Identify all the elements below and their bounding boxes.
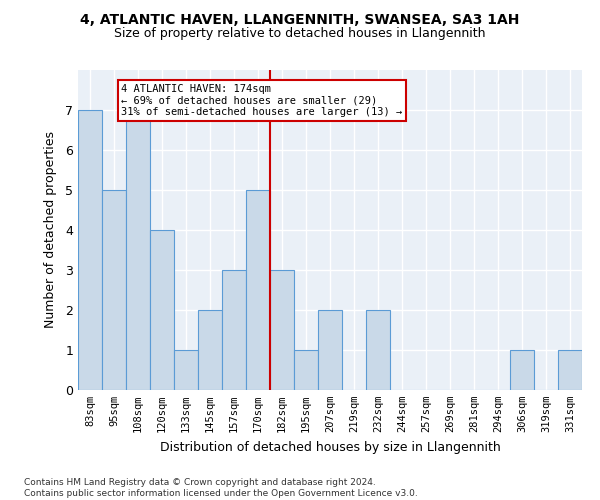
- Bar: [318, 310, 342, 390]
- Bar: [174, 350, 198, 390]
- Y-axis label: Number of detached properties: Number of detached properties: [44, 132, 57, 328]
- Bar: [78, 110, 102, 390]
- Bar: [558, 350, 582, 390]
- Text: Size of property relative to detached houses in Llangennith: Size of property relative to detached ho…: [114, 28, 486, 40]
- Bar: [294, 350, 318, 390]
- Bar: [222, 270, 246, 390]
- X-axis label: Distribution of detached houses by size in Llangennith: Distribution of detached houses by size …: [160, 440, 500, 454]
- Text: Contains HM Land Registry data © Crown copyright and database right 2024.
Contai: Contains HM Land Registry data © Crown c…: [24, 478, 418, 498]
- Bar: [198, 310, 222, 390]
- Bar: [246, 190, 270, 390]
- Bar: [270, 270, 294, 390]
- Bar: [150, 230, 174, 390]
- Bar: [126, 110, 150, 390]
- Text: 4, ATLANTIC HAVEN, LLANGENNITH, SWANSEA, SA3 1AH: 4, ATLANTIC HAVEN, LLANGENNITH, SWANSEA,…: [80, 12, 520, 26]
- Bar: [366, 310, 390, 390]
- Bar: [510, 350, 534, 390]
- Text: 4 ATLANTIC HAVEN: 174sqm
← 69% of detached houses are smaller (29)
31% of semi-d: 4 ATLANTIC HAVEN: 174sqm ← 69% of detach…: [121, 84, 403, 117]
- Bar: [102, 190, 126, 390]
